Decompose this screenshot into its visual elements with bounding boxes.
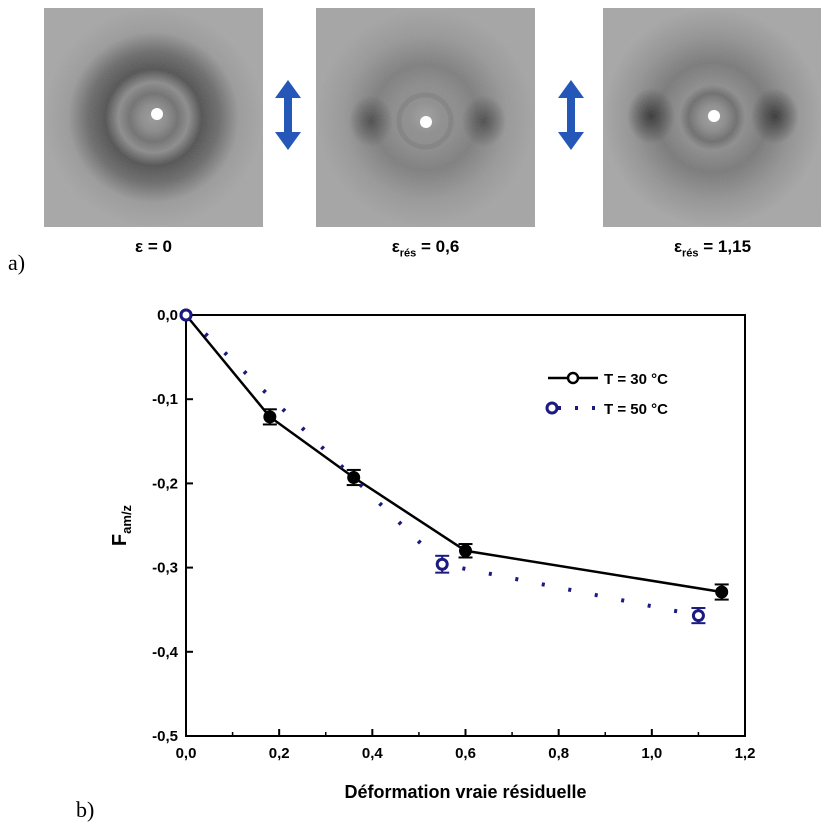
panel-label-a: a) [8, 250, 26, 275]
panel-label-b: b) [76, 797, 95, 822]
y-tick-label: -0,2 [152, 475, 178, 492]
x-tick-label: 0,8 [548, 745, 569, 762]
xray-caption-2: εrés = 0,6 [391, 237, 460, 260]
x-axis-label: Déformation vraie résiduelle [344, 782, 586, 802]
x-tick-label: 0,4 [362, 745, 384, 762]
x-tick-label: 0,0 [176, 745, 197, 762]
data-point-series-0 [715, 585, 729, 599]
y-tick-label: -0,4 [152, 644, 179, 661]
y-tick-label: -0,5 [152, 728, 178, 745]
panel-b: 0,0 0,2 0,4 0,6 0,8 1,0 1,2 0,0 -0,1 -0,2 -0,3 -0,4… [0, 285, 821, 832]
xray-pattern-oriented-strong [603, 8, 821, 227]
x-tick-label: 1,0 [641, 745, 662, 762]
series-line-0 [185, 314, 722, 594]
y-tick-label: -0,1 [152, 391, 178, 408]
x-tick-label: 0,6 [455, 745, 476, 762]
y-tick-label: -0,3 [152, 560, 178, 577]
legend-label-1: T = 50 °C [604, 401, 668, 418]
chart: 0,0 0,2 0,4 0,6 0,8 1,0 1,2 0,0 -0,1 -0,2 -0,3 -0,4… [109, 307, 756, 802]
y-tick-label: 0,0 [157, 307, 178, 324]
legend-label-0: T = 30 °C [604, 371, 668, 388]
panel-a: ε = 0 εrés = 0,6 εrés = 1,15 a) [0, 0, 821, 285]
x-tick-label: 0,2 [269, 745, 290, 762]
legend-marker-1 [545, 401, 559, 415]
data-point-series-1 [691, 609, 705, 623]
y-axis-label: Fam/z [109, 504, 134, 546]
xray-caption-3: εrés = 1,15 [673, 237, 752, 260]
xray-pattern-isotropic [44, 8, 263, 227]
data-point-series-0 [263, 410, 277, 424]
double-arrow-vertical-icon [273, 80, 303, 150]
data-point-series-1 [179, 308, 193, 322]
double-arrow-vertical-icon [556, 80, 586, 150]
data-point-series-1 [435, 557, 449, 571]
xray-pattern-oriented [316, 8, 535, 227]
data-point-series-0 [459, 544, 472, 558]
x-tick-label: 1,2 [735, 745, 756, 762]
xray-caption-1: ε = 0 [135, 237, 172, 256]
legend-marker-0 [566, 371, 580, 385]
data-point-series-0 [347, 471, 361, 485]
